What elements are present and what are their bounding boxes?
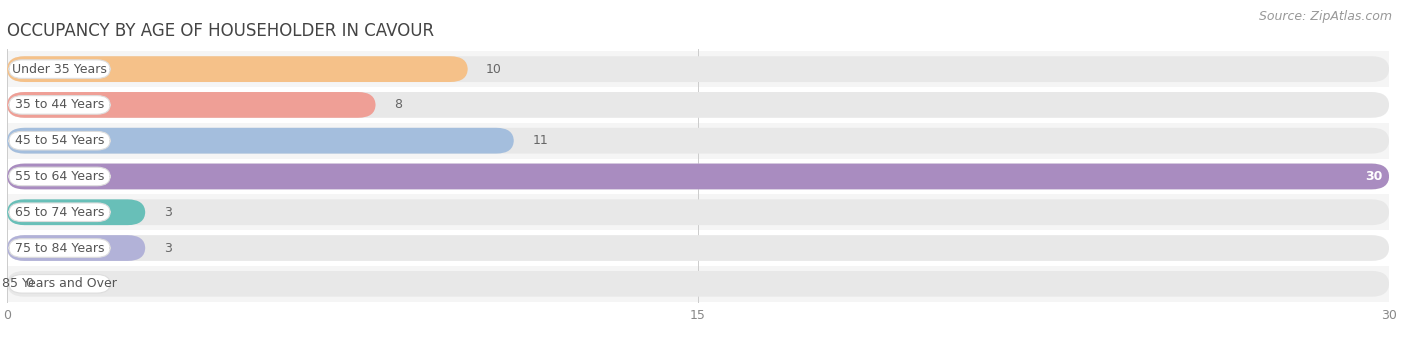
Text: OCCUPANCY BY AGE OF HOUSEHOLDER IN CAVOUR: OCCUPANCY BY AGE OF HOUSEHOLDER IN CAVOU…	[7, 21, 434, 40]
FancyBboxPatch shape	[7, 164, 1389, 189]
FancyBboxPatch shape	[8, 203, 110, 222]
FancyBboxPatch shape	[7, 159, 1389, 194]
FancyBboxPatch shape	[7, 194, 1389, 230]
FancyBboxPatch shape	[7, 51, 1389, 87]
FancyBboxPatch shape	[7, 128, 1389, 153]
Text: 55 to 64 Years: 55 to 64 Years	[15, 170, 104, 183]
Text: 45 to 54 Years: 45 to 54 Years	[15, 134, 104, 147]
FancyBboxPatch shape	[8, 167, 110, 186]
Text: 35 to 44 Years: 35 to 44 Years	[15, 99, 104, 112]
FancyBboxPatch shape	[8, 239, 110, 257]
Text: 11: 11	[533, 134, 548, 147]
FancyBboxPatch shape	[7, 199, 1389, 225]
Text: 85 Years and Over: 85 Years and Over	[3, 277, 117, 290]
FancyBboxPatch shape	[7, 56, 468, 82]
FancyBboxPatch shape	[7, 128, 513, 153]
Text: Under 35 Years: Under 35 Years	[13, 63, 107, 76]
FancyBboxPatch shape	[7, 164, 1389, 189]
FancyBboxPatch shape	[7, 235, 1389, 261]
Text: 75 to 84 Years: 75 to 84 Years	[15, 241, 104, 254]
Text: 3: 3	[163, 206, 172, 219]
FancyBboxPatch shape	[7, 235, 145, 261]
FancyBboxPatch shape	[7, 56, 1389, 82]
FancyBboxPatch shape	[7, 92, 375, 118]
Text: 30: 30	[1365, 170, 1382, 183]
FancyBboxPatch shape	[7, 230, 1389, 266]
Text: 65 to 74 Years: 65 to 74 Years	[15, 206, 104, 219]
FancyBboxPatch shape	[7, 266, 1389, 302]
FancyBboxPatch shape	[8, 131, 110, 150]
FancyBboxPatch shape	[7, 271, 1389, 297]
FancyBboxPatch shape	[7, 123, 1389, 159]
Text: Source: ZipAtlas.com: Source: ZipAtlas.com	[1258, 10, 1392, 23]
Text: 8: 8	[394, 99, 402, 112]
FancyBboxPatch shape	[7, 199, 145, 225]
FancyBboxPatch shape	[8, 275, 110, 293]
FancyBboxPatch shape	[8, 95, 110, 114]
FancyBboxPatch shape	[7, 92, 1389, 118]
Text: 3: 3	[163, 241, 172, 254]
Text: 0: 0	[25, 277, 34, 290]
Text: 10: 10	[486, 63, 502, 76]
FancyBboxPatch shape	[8, 60, 110, 78]
FancyBboxPatch shape	[7, 87, 1389, 123]
